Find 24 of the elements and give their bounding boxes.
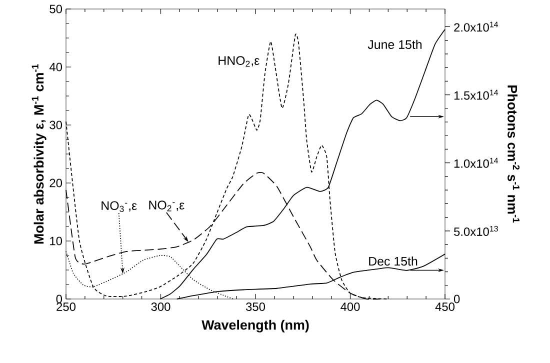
y-tick-label: 0 bbox=[56, 294, 62, 304]
x-tick-label: 350 bbox=[246, 302, 266, 311]
x-tick-label: 400 bbox=[340, 302, 360, 311]
y2-tick-label: 1.5x10$^{14}$ bbox=[454, 90, 498, 100]
y-tick-label: 40 bbox=[49, 62, 62, 72]
y-tick-label: 50 bbox=[50, 4, 62, 14]
y2-tick-label: 1.0x10$^{14}$ bbox=[454, 158, 498, 168]
series-label: Dec 15th bbox=[369, 256, 418, 266]
text: NO$_{2}$$^{-}$,ε bbox=[149, 200, 184, 212]
y2-axis-title: Photons cm$^{-2}$ s$^{-1}$ nm$^{-1}$ bbox=[508, 86, 520, 223]
x-axis-title: Wavelength (nm) bbox=[202, 320, 309, 332]
x-tick-label: 250 bbox=[56, 302, 76, 311]
series-label: HNO$_{2}$,ε bbox=[218, 56, 260, 67]
y-tick-label: 10 bbox=[50, 236, 62, 246]
series-label: June 15th bbox=[368, 40, 422, 49]
x-tick-label: 450 bbox=[435, 302, 455, 311]
x-tick-label: 300 bbox=[151, 302, 170, 311]
y-tick-label: 20 bbox=[50, 178, 62, 188]
y2-tick-label: 2.0x10$^{14}$ bbox=[454, 22, 498, 32]
y-tick-label: 30 bbox=[50, 120, 62, 130]
y-axis-title: Molar absorbivity ε, M$^{-1}$ cm$^{-1}$ bbox=[32, 64, 46, 244]
y2-tick-label: 5.0x10$^{13}$ bbox=[454, 226, 498, 236]
text: NO$_{3}$$^{-}$,ε bbox=[102, 201, 137, 212]
y2-tick-label: 0 bbox=[454, 294, 460, 304]
